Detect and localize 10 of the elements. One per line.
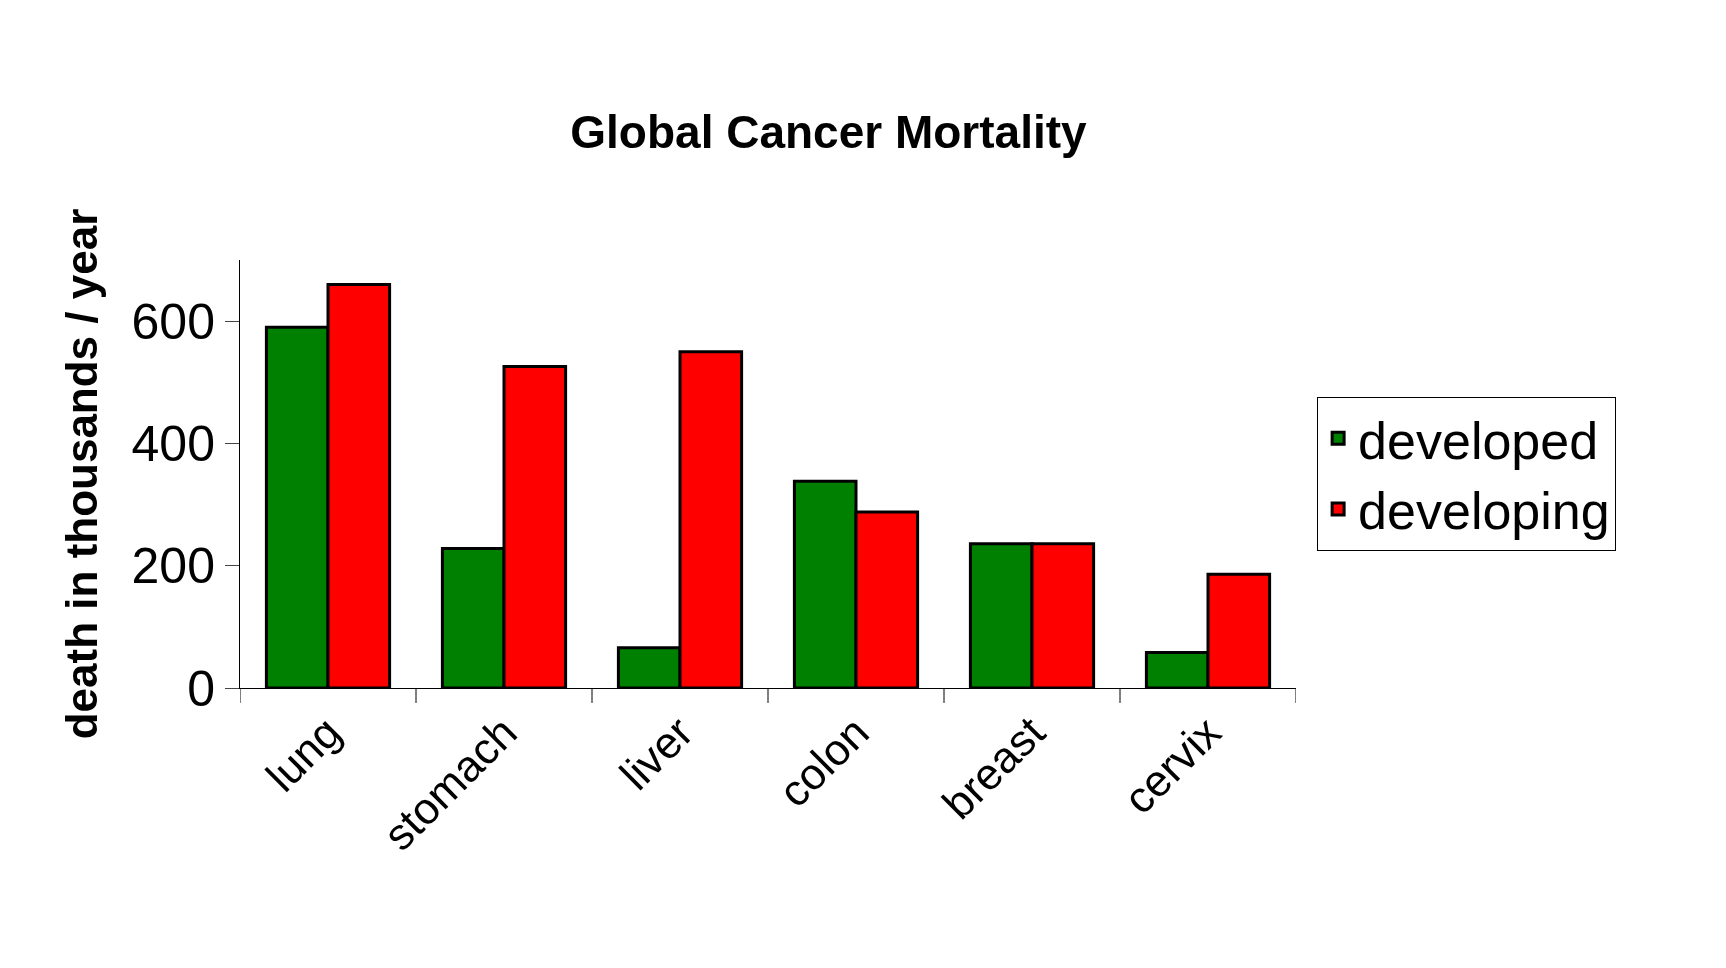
y-axis-title: death in thousands / year — [56, 208, 106, 740]
y-tick-label: 0 — [187, 660, 215, 717]
legend-label: developing — [1358, 482, 1610, 541]
legend-label: developed — [1358, 411, 1599, 470]
x-tick-label: liver — [610, 707, 702, 799]
chart-title: Global Cancer Mortality — [570, 106, 1088, 159]
y-tick-label: 400 — [131, 415, 215, 472]
y-tick-label: 600 — [131, 293, 215, 350]
x-tick-label: lung — [256, 707, 350, 801]
y-tick-label: 200 — [131, 538, 215, 595]
